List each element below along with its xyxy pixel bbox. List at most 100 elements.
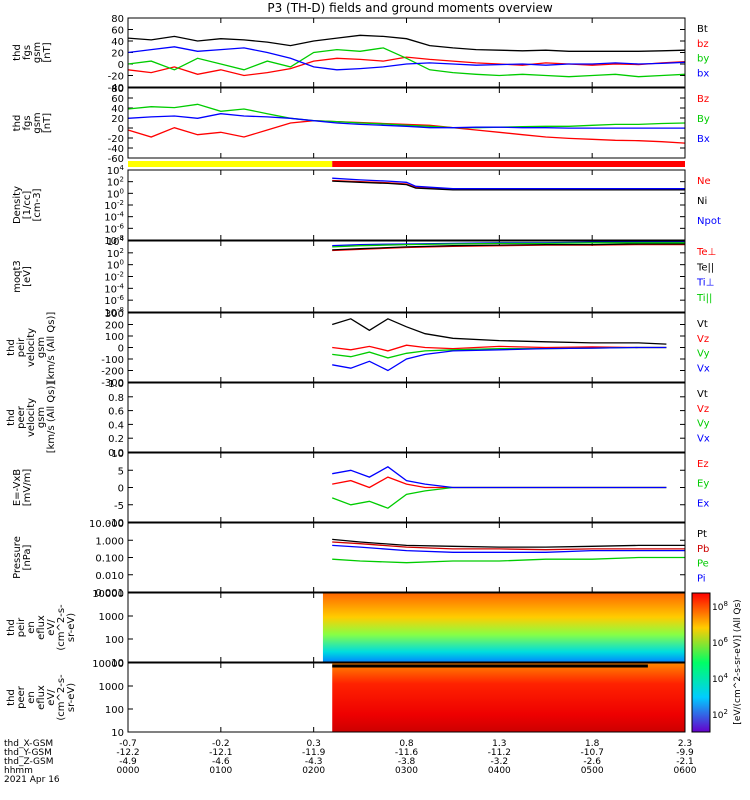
tick-label: 40 bbox=[111, 37, 124, 48]
tick-label: 10 bbox=[111, 728, 124, 739]
tick-label: 200 bbox=[105, 321, 124, 332]
panel-ylabel: velocity bbox=[26, 328, 37, 367]
tick-label: -300 bbox=[101, 378, 124, 389]
series-line bbox=[332, 476, 667, 489]
tick-label: 0.100 bbox=[95, 554, 124, 565]
series-line bbox=[127, 47, 686, 78]
panel-p8: Pressure [nPa] 10.000 1.000 0.100 0.010 0.001 P… bbox=[12, 519, 709, 599]
tick-label: 0.6 bbox=[108, 407, 124, 418]
legend-1: Vz bbox=[697, 334, 709, 345]
panel-ylabel: en bbox=[26, 621, 37, 634]
tick-exponent: 2 bbox=[120, 176, 124, 184]
footer-value: 0400 bbox=[488, 766, 511, 776]
panel-p7: E=-VxB [mV/m] 10 5 0 -5 -10 Ez Ey Ex bbox=[12, 449, 709, 529]
series-line bbox=[332, 544, 685, 553]
tick-exponent: -6 bbox=[117, 222, 125, 230]
mode-bar-slow bbox=[128, 161, 333, 167]
tick-label: 1.000 bbox=[95, 536, 124, 547]
tick-exponent: -6 bbox=[117, 294, 125, 302]
colorbar: 108 106 104 102 [eV/(cm^2-s-sr-eV)] (All Qs) bbox=[691, 592, 743, 733]
panel-frame bbox=[127, 312, 686, 383]
tick-label: 60 bbox=[111, 26, 124, 37]
panel-frame bbox=[127, 382, 686, 453]
footer-value: -10.7 bbox=[581, 748, 604, 758]
legend-1: Pb bbox=[697, 544, 709, 555]
tick-label: 0.0 bbox=[108, 448, 124, 459]
panel-ylabel: thd bbox=[12, 115, 23, 132]
tick-label: 80 bbox=[111, 14, 124, 25]
panel-ylabel: sr-eV) bbox=[66, 613, 77, 642]
spectrogram bbox=[332, 663, 685, 732]
series-line bbox=[127, 34, 686, 52]
legend-2: Ex bbox=[697, 498, 709, 509]
series-line bbox=[127, 120, 686, 144]
tick-exponent: -8 bbox=[117, 234, 124, 242]
footer-value: -0.2 bbox=[212, 739, 230, 749]
legend-2: Ti⊥ bbox=[696, 278, 714, 289]
tick-label: 0 bbox=[118, 484, 124, 495]
series-line bbox=[332, 538, 685, 548]
panel-ylabel: thd bbox=[6, 619, 17, 636]
colorbar-tick: 104 bbox=[712, 672, 728, 685]
panel-frame bbox=[127, 17, 686, 88]
footer-row-label: thd_X-GSM bbox=[4, 739, 53, 749]
series-line bbox=[331, 486, 667, 509]
tick-label: 80 bbox=[111, 84, 124, 95]
tick-exponent: -8 bbox=[117, 306, 124, 314]
tick-label: 10.000 bbox=[89, 519, 124, 530]
colorbar-scale bbox=[691, 592, 711, 733]
tick-label: 10 bbox=[111, 449, 124, 460]
panel-p5: thd peir velocity gsm [km/s (All Qs)] 3002001… bbox=[6, 309, 710, 389]
footer-row-label: hhmm bbox=[4, 766, 33, 776]
panel-ylabel: [mV/m] bbox=[22, 469, 33, 507]
tick-exponent: 4 bbox=[120, 235, 125, 243]
footer-value: -4.3 bbox=[305, 757, 323, 767]
tick-exponent: 2 bbox=[723, 708, 727, 716]
panel-ylabel: en bbox=[26, 691, 37, 704]
tick-exponent: -2 bbox=[117, 271, 124, 279]
tick-exponent: 0 bbox=[120, 187, 124, 195]
panel-ylabel: gsm bbox=[36, 337, 47, 358]
tick-label: 10 bbox=[111, 658, 124, 669]
tick-label: 60 bbox=[111, 94, 124, 105]
panel-ylabel: (cm^2-s- bbox=[56, 674, 67, 721]
panel-ylabel: Density bbox=[12, 186, 23, 224]
footer-value: 0.8 bbox=[399, 739, 414, 749]
legend-1: Ey bbox=[697, 479, 709, 490]
tick-label: -40 bbox=[108, 144, 124, 155]
tick-label: 0.8 bbox=[108, 393, 124, 404]
tick-label: 10000 bbox=[92, 659, 124, 670]
tick-label: -200 bbox=[101, 367, 124, 378]
legend-2: Vy bbox=[697, 419, 710, 430]
tick-label: 100 bbox=[105, 705, 124, 716]
panel-ylabel: E=-VxB bbox=[12, 469, 23, 506]
legend-2: Pe bbox=[697, 559, 709, 570]
tick-label: -60 bbox=[108, 154, 124, 165]
colorbar-label: [eV/(cm^2-s-sr-eV)] (All Qs) bbox=[733, 599, 743, 724]
tick-label: 0.4 bbox=[108, 420, 124, 431]
legend-2: Bx bbox=[697, 134, 710, 145]
legend-3: Vx bbox=[697, 433, 710, 444]
footer-value: 0300 bbox=[395, 766, 418, 776]
tick-exponent: 8 bbox=[723, 600, 727, 608]
panel-ylabel: [nT] bbox=[42, 113, 53, 133]
legend-1: Te|| bbox=[696, 262, 714, 273]
panel-ylabel: eflux bbox=[36, 615, 47, 640]
series-line bbox=[332, 466, 667, 489]
tick-exponent: -2 bbox=[117, 199, 124, 207]
footer-value: -0.7 bbox=[119, 739, 137, 749]
legend-3: bx bbox=[697, 68, 709, 79]
panel-ylabel: gsm bbox=[32, 112, 43, 133]
series-line bbox=[332, 177, 685, 190]
tick-exponent: -4 bbox=[117, 282, 125, 290]
panel-ylabel: [cm-3] bbox=[32, 188, 43, 221]
series-line bbox=[332, 243, 685, 251]
series-line bbox=[332, 242, 685, 248]
legend-0: Bt bbox=[697, 24, 708, 35]
footer-value: 0100 bbox=[209, 766, 232, 776]
colorbar-tick: 108 bbox=[712, 600, 728, 613]
panel-frame bbox=[127, 240, 686, 313]
footer-value: 0000 bbox=[117, 766, 140, 776]
